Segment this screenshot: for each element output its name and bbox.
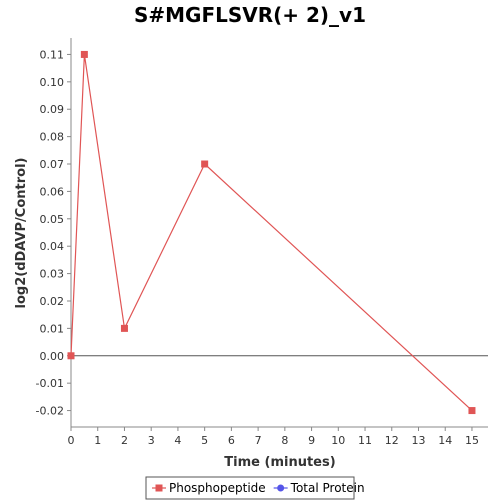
x-tick-label: 11 bbox=[358, 434, 372, 447]
data-point bbox=[201, 160, 209, 168]
y-axis-label: log2(dDAVP/Control) bbox=[14, 158, 29, 309]
y-tick-label: 0.11 bbox=[40, 48, 65, 61]
data-point bbox=[80, 50, 88, 58]
x-tick-label: 3 bbox=[148, 434, 155, 447]
legend-box bbox=[145, 476, 355, 500]
x-tick-label: 12 bbox=[385, 434, 399, 447]
y-axis: -0.02 -0.01 0.00 0.01 0.02 0.03 0.04 0.05 0.06 0.… bbox=[36, 48, 71, 418]
y-tick-label: 0.04 bbox=[40, 240, 65, 253]
y-tick-label: 0.02 bbox=[40, 295, 65, 308]
y-tick-label: -0.01 bbox=[36, 377, 64, 390]
x-tick-label: 9 bbox=[308, 434, 315, 447]
data-point bbox=[468, 407, 476, 415]
legend-label: Phosphopeptide bbox=[169, 481, 266, 495]
series-layer bbox=[67, 50, 476, 415]
x-tick-label: 5 bbox=[201, 434, 208, 447]
y-tick-label: 0.08 bbox=[40, 131, 65, 144]
y-tick-label: -0.02 bbox=[36, 405, 64, 418]
y-tick-label: 0.10 bbox=[40, 76, 65, 89]
x-tick-label: 2 bbox=[121, 434, 128, 447]
x-tick-label: 4 bbox=[174, 434, 181, 447]
data-point bbox=[120, 324, 128, 332]
x-tick-label: 10 bbox=[331, 434, 345, 447]
x-tick-label: 13 bbox=[412, 434, 426, 447]
chart-title: S#MGFLSVR(+ 2)_v1 bbox=[134, 3, 366, 27]
x-tick-label: 0 bbox=[68, 434, 75, 447]
legend-label: Total Protein bbox=[290, 481, 365, 495]
x-axis: 0 1 2 3 4 5 6 7 8 9 10 11 12 13 14 15 bbox=[68, 427, 479, 447]
y-tick-label: 0.03 bbox=[40, 268, 65, 281]
x-tick-label: 14 bbox=[438, 434, 452, 447]
y-tick-label: 0.01 bbox=[40, 322, 65, 335]
x-tick-label: 7 bbox=[255, 434, 262, 447]
y-tick-label: 0.06 bbox=[40, 185, 65, 198]
x-tick-label: 15 bbox=[465, 434, 479, 447]
y-tick-label: 0.07 bbox=[40, 158, 65, 171]
legend: Phosphopeptide Total Protein bbox=[145, 476, 365, 500]
y-tick-label: 0.00 bbox=[40, 350, 65, 363]
legend-item: Total Protein bbox=[273, 481, 365, 495]
data-point bbox=[67, 352, 75, 360]
legend-marker-square-icon bbox=[155, 484, 163, 492]
legend-marker-circle-icon bbox=[277, 484, 285, 492]
x-tick-label: 1 bbox=[94, 434, 101, 447]
x-tick-label: 8 bbox=[281, 434, 288, 447]
y-tick-label: 0.09 bbox=[40, 103, 65, 116]
legend-item: Phosphopeptide bbox=[152, 481, 266, 495]
x-tick-label: 6 bbox=[228, 434, 235, 447]
x-axis-label: Time (minutes) bbox=[224, 455, 335, 470]
y-tick-label: 0.05 bbox=[40, 213, 65, 226]
